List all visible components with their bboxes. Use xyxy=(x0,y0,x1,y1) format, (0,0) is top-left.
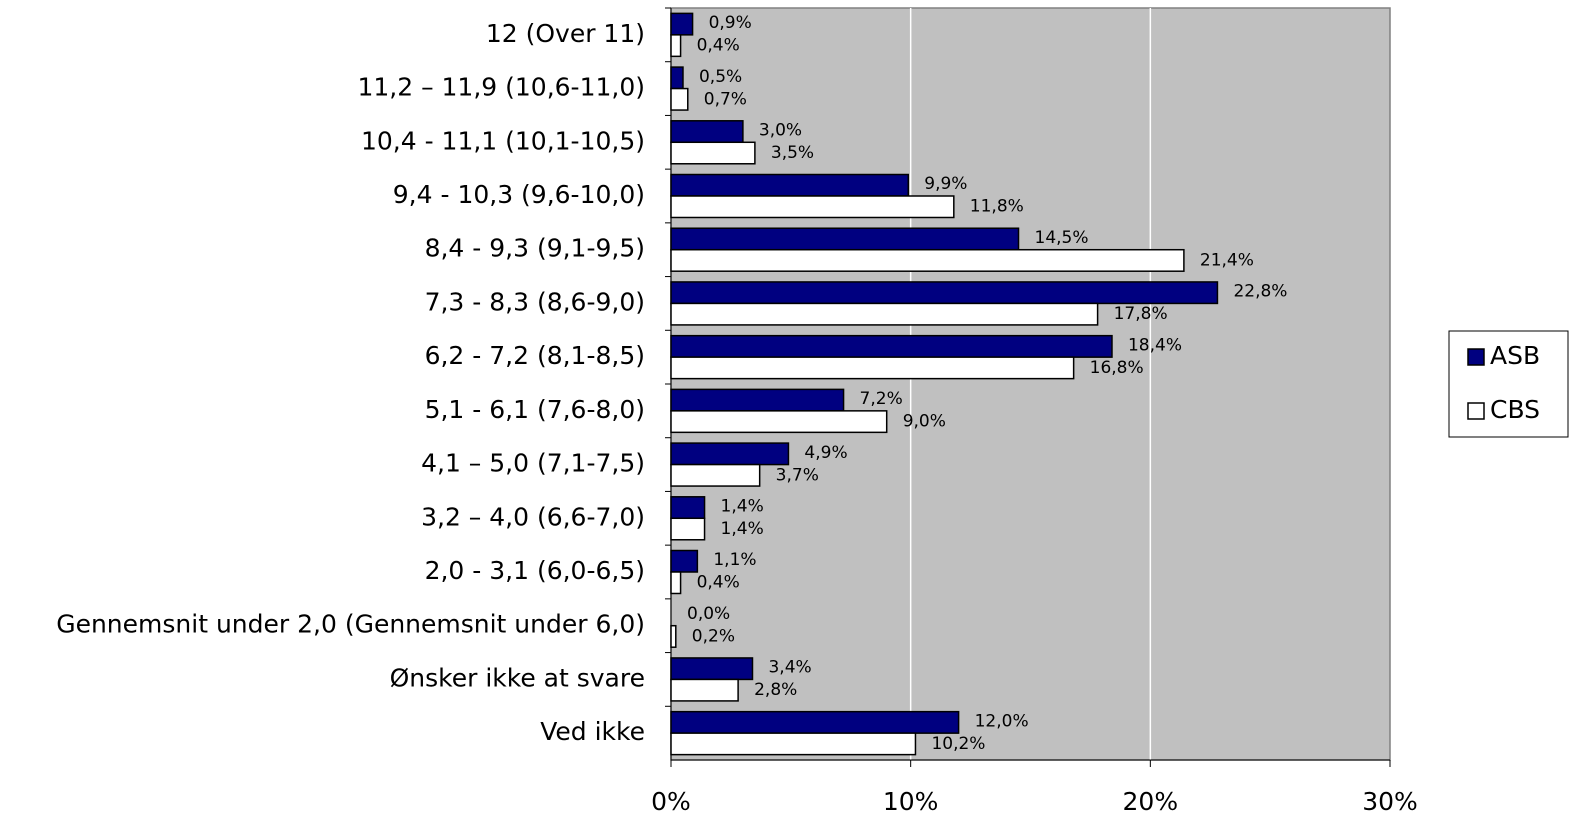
y-tick-label: 5,1 - 6,1 (7,6-8,0) xyxy=(425,395,645,424)
data-label: 0,5% xyxy=(699,67,742,87)
bar xyxy=(670,549,699,573)
x-tick-label: 30% xyxy=(1362,787,1418,816)
y-tick-label: Ønsker ikke at svare xyxy=(390,663,645,692)
bar xyxy=(670,388,845,412)
data-label: 22,8% xyxy=(1233,282,1287,302)
data-label: 18,4% xyxy=(1128,335,1182,355)
bar xyxy=(670,657,754,681)
y-tick-label: 11,2 – 11,9 (10,6-11,0) xyxy=(357,73,645,102)
y-tick-label: 10,4 - 11,1 (10,1-10,5) xyxy=(361,126,645,155)
y-tick-label: 6,2 - 7,2 (8,1-8,5) xyxy=(425,341,645,370)
bar xyxy=(670,141,756,165)
bar xyxy=(670,248,1185,272)
bar xyxy=(670,710,960,734)
data-label: 1,1% xyxy=(713,550,756,570)
data-label: 21,4% xyxy=(1200,250,1254,270)
bar xyxy=(670,571,682,595)
bar xyxy=(670,442,790,466)
data-label: 0,4% xyxy=(697,36,740,56)
data-label: 0,2% xyxy=(692,626,735,646)
bar xyxy=(670,410,888,434)
data-label: 4,9% xyxy=(804,443,847,463)
x-tick-label: 0% xyxy=(651,787,691,816)
y-tick-label: 7,3 - 8,3 (8,6-9,0) xyxy=(425,287,645,316)
data-label: 10,2% xyxy=(931,734,985,754)
y-tick-label: 9,4 - 10,3 (9,6-10,0) xyxy=(393,180,645,209)
data-label: 1,4% xyxy=(721,519,764,539)
data-label: 3,5% xyxy=(771,143,814,163)
bar xyxy=(670,173,910,197)
data-label: 16,8% xyxy=(1090,358,1144,378)
data-label: 7,2% xyxy=(860,389,903,409)
bar xyxy=(670,678,739,702)
data-label: 0,9% xyxy=(709,13,752,33)
bar xyxy=(670,517,706,541)
y-tick-label: 2,0 - 3,1 (6,0-6,5) xyxy=(425,556,645,585)
data-label: 9,9% xyxy=(924,174,967,194)
bar xyxy=(670,334,1113,358)
bar xyxy=(670,12,694,36)
legend-swatch xyxy=(1467,348,1485,366)
bar xyxy=(670,281,1219,305)
data-label: 3,7% xyxy=(776,465,819,485)
data-label: 1,4% xyxy=(721,496,764,516)
x-tick-label: 10% xyxy=(883,787,939,816)
data-label: 9,0% xyxy=(903,412,946,432)
data-label: 12,0% xyxy=(975,711,1029,731)
data-label: 14,5% xyxy=(1035,228,1089,248)
bar xyxy=(670,624,677,648)
y-tick-label: 4,1 – 5,0 (7,1-7,5) xyxy=(421,449,645,478)
data-label: 0,0% xyxy=(687,604,730,624)
y-tick-label: Gennemsnit under 2,0 (Gennemsnit under 6… xyxy=(56,610,645,639)
data-label: 0,7% xyxy=(704,89,747,109)
data-label: 3,4% xyxy=(768,658,811,678)
legend-label: CBS xyxy=(1490,395,1540,424)
y-tick-label: 8,4 - 9,3 (9,1-9,5) xyxy=(425,234,645,263)
bar xyxy=(670,302,1099,326)
legend-swatch xyxy=(1467,402,1485,420)
bar xyxy=(670,195,955,219)
bar xyxy=(670,120,744,144)
data-label: 0,4% xyxy=(697,573,740,593)
legend-label: ASB xyxy=(1490,341,1540,370)
data-label: 2,8% xyxy=(754,680,797,700)
y-tick-label: Ved ikke xyxy=(540,717,645,746)
data-label: 3,0% xyxy=(759,120,802,140)
bar xyxy=(670,227,1020,251)
bar xyxy=(670,34,682,58)
data-label: 11,8% xyxy=(970,197,1024,217)
plot-area xyxy=(670,7,1391,761)
bar xyxy=(670,732,917,756)
bar xyxy=(670,496,706,520)
bar xyxy=(670,356,1075,380)
y-tick-label: 12 (Over 11) xyxy=(486,19,645,48)
bar xyxy=(670,87,689,111)
data-label: 17,8% xyxy=(1114,304,1168,324)
bar xyxy=(670,66,684,90)
y-tick-label: 3,2 – 4,0 (6,6-7,0) xyxy=(421,502,645,531)
bar xyxy=(670,463,761,487)
x-tick-label: 20% xyxy=(1123,787,1179,816)
